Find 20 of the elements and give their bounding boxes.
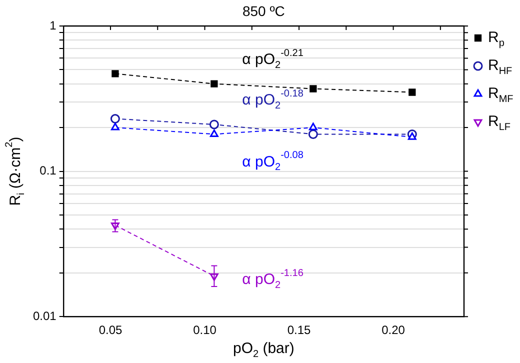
point — [209, 120, 219, 130]
point — [110, 114, 120, 124]
point — [310, 85, 317, 92]
y-axis-title: Ri (Ω·cm2) — [4, 136, 27, 206]
point — [210, 80, 218, 88]
x-tick-label: 0.20 — [382, 323, 406, 338]
point — [210, 129, 218, 137]
y-tick-label: 0.01 — [32, 308, 57, 323]
point — [308, 122, 318, 130]
point — [408, 132, 416, 140]
x-tick-label: 0.10 — [193, 323, 217, 338]
point — [110, 122, 120, 130]
y-tick-label: 0.1 — [40, 164, 57, 178]
x-tick-label: 0.05 — [98, 323, 122, 338]
point — [112, 70, 119, 78]
chart-title: 850 ºC — [242, 2, 285, 19]
x-tick-label: 0.15 — [287, 323, 312, 338]
point — [308, 129, 318, 139]
point — [408, 88, 416, 96]
y-tick-label: 1 — [50, 18, 57, 32]
